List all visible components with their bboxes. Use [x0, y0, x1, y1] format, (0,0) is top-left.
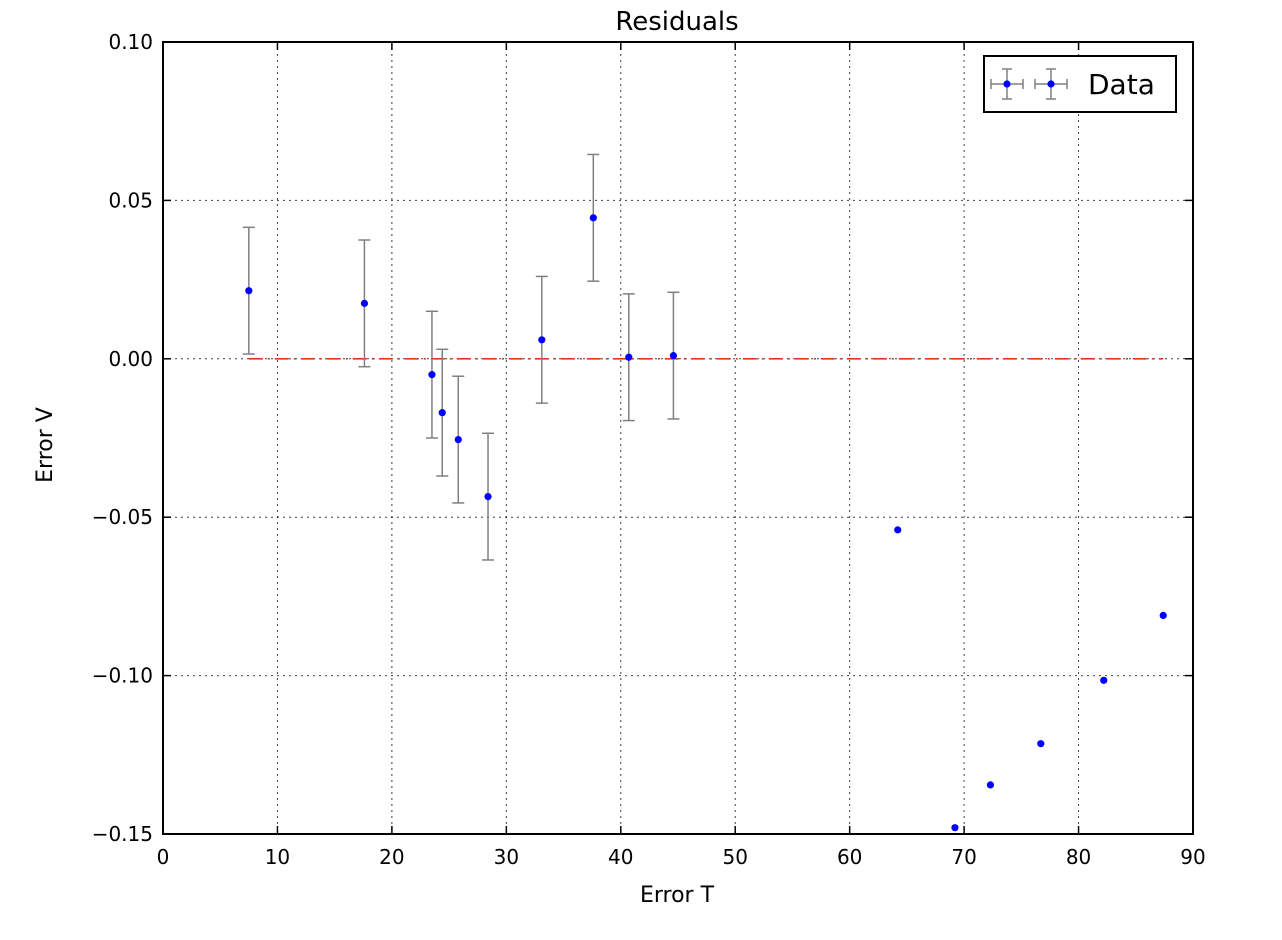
x-tick-label: 60 [837, 845, 862, 869]
data-point-13 [1037, 740, 1045, 748]
y-tick-label: −0.10 [92, 664, 153, 688]
data-point-10 [894, 526, 902, 534]
x-tick-label: 80 [1066, 845, 1091, 869]
data-point-12 [986, 781, 995, 789]
data-point-0 [245, 287, 253, 295]
y-axis-title: Error V [33, 407, 58, 483]
data-point-11 [951, 824, 959, 832]
data-point-6 [538, 336, 546, 344]
legend: Data [983, 55, 1177, 113]
error-bars [242, 153, 680, 561]
x-tick-label: 90 [1180, 845, 1205, 869]
data-point-15 [1159, 611, 1167, 620]
plot-frame [162, 41, 1194, 835]
x-axis-ticks: 0 10 20 30 40 50 60 70 80 90 [157, 42, 1206, 869]
data-point-2 [428, 371, 436, 379]
y-tick-label: −0.15 [92, 822, 153, 846]
x-tick-label: 30 [494, 845, 519, 869]
x-tick-label: 10 [265, 845, 290, 869]
x-axis-title: Error T [640, 883, 715, 908]
data-point-5 [484, 493, 492, 501]
x-tick-label: 50 [722, 845, 747, 869]
y-tick-label: 0.00 [108, 347, 153, 371]
data-point-14 [1100, 676, 1108, 684]
y-tick-label: 0.10 [108, 30, 153, 54]
y-axis-ticks: 0.10 0.05 0.00 −0.05 −0.10 −0.15 [92, 30, 1193, 846]
x-tick-label: 0 [157, 845, 170, 869]
data-points [245, 214, 1167, 832]
legend-point-0 [1003, 80, 1011, 88]
data-point-4 [454, 435, 462, 444]
data-point-9 [669, 352, 678, 360]
data-point-1 [360, 299, 369, 307]
x-tick-label: 40 [608, 845, 633, 869]
y-tick-label: −0.05 [92, 505, 153, 529]
data-point-7 [589, 214, 597, 222]
legend-marker [990, 68, 1068, 100]
chart-title: Residuals [615, 7, 738, 37]
grid-lines [163, 42, 1193, 834]
legend-label-data: Data [1088, 68, 1155, 101]
x-tick-label: 20 [379, 845, 404, 869]
y-tick-label: 0.05 [108, 188, 153, 212]
data-point-8 [625, 353, 633, 361]
data-point-3 [438, 409, 446, 417]
x-tick-label: 70 [951, 845, 976, 869]
legend-point-1 [1047, 80, 1055, 88]
